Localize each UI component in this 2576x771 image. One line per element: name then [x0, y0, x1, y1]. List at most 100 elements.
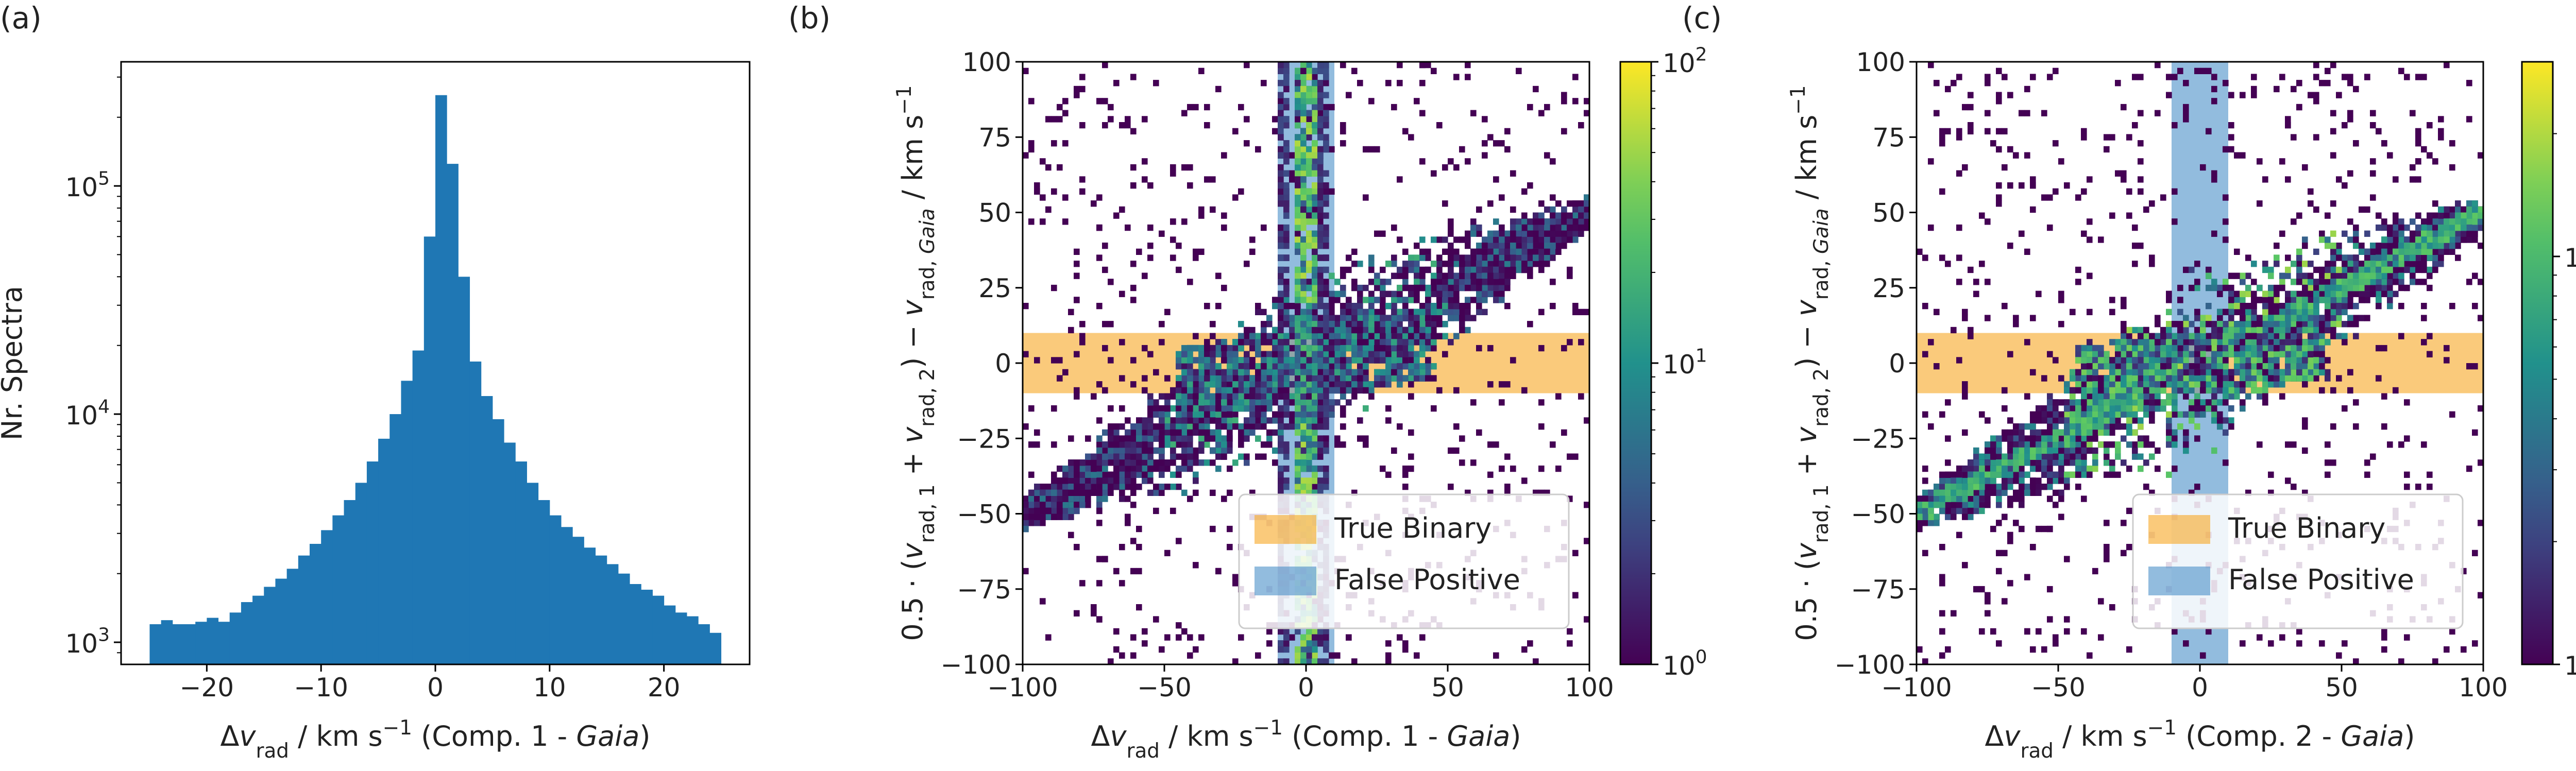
density-cell	[1142, 465, 1148, 472]
density-cell	[1425, 333, 1431, 339]
density-cell	[1204, 363, 1210, 370]
density-cell	[1567, 230, 1573, 237]
density-cell	[1584, 616, 1589, 623]
density-cell	[1459, 272, 1465, 279]
density-cell	[1578, 200, 1584, 207]
density-cell	[1340, 309, 1346, 315]
density-cell	[1380, 309, 1386, 315]
density-cell	[1368, 339, 1375, 346]
density-cell	[1561, 128, 1567, 134]
density-cell	[1329, 309, 1335, 315]
density-cell	[1408, 339, 1414, 346]
density-cell	[1499, 297, 1505, 303]
density-cell	[1476, 254, 1482, 261]
density-cell	[1402, 284, 1409, 292]
density-cell	[1238, 357, 1244, 364]
density-cell	[1130, 568, 1137, 575]
density-cell	[1181, 381, 1188, 388]
density-cell	[1272, 339, 1278, 346]
density-cell	[1306, 134, 1312, 141]
density-cell	[1289, 369, 1295, 375]
density-cell	[1142, 387, 1148, 394]
density-cell	[1533, 85, 1539, 93]
density-cell	[1340, 333, 1346, 339]
density-cell	[1300, 146, 1307, 153]
density-cell	[1210, 459, 1216, 466]
density-cell	[1210, 405, 1216, 412]
density-cell	[1113, 441, 1120, 448]
density-cell	[1119, 459, 1125, 466]
density-cell	[1510, 218, 1516, 225]
density-cell	[1147, 477, 1154, 484]
density-cell	[1510, 170, 1516, 177]
density-cell	[1238, 188, 1244, 195]
density-cell	[1329, 333, 1335, 339]
density-cell	[1402, 375, 1409, 382]
density-cell	[1476, 309, 1482, 315]
density-cell	[1227, 441, 1233, 448]
density-cell	[1068, 507, 1074, 515]
density-cell	[1034, 507, 1040, 515]
density-cell	[1091, 484, 1097, 490]
density-cell	[1198, 435, 1205, 442]
density-cell	[1261, 339, 1267, 346]
density-cell	[1476, 272, 1482, 279]
density-cell	[1255, 423, 1261, 430]
density-cell	[1329, 290, 1335, 297]
density-cell	[1346, 375, 1352, 382]
density-cell	[1102, 495, 1108, 502]
density-cell	[1312, 67, 1318, 74]
histogram-bar	[709, 632, 722, 664]
density-cell	[1402, 266, 1409, 273]
density-cell	[1215, 85, 1222, 93]
density-cell	[1170, 236, 1176, 243]
density-cell	[1136, 429, 1142, 436]
density-cell	[1306, 459, 1312, 466]
density-cell	[1476, 303, 1482, 310]
density-cell	[1159, 339, 1165, 346]
density-cell	[1436, 297, 1443, 303]
density-cell	[1238, 375, 1244, 382]
density-cell	[1255, 435, 1261, 442]
density-cell	[1153, 484, 1159, 490]
density-cell	[1198, 375, 1205, 382]
density-cell	[1210, 381, 1216, 388]
density-cell	[1584, 224, 1589, 231]
density-cell	[1187, 104, 1193, 111]
density-cell	[1368, 351, 1375, 357]
density-cell	[1374, 230, 1380, 237]
histogram-bar	[435, 95, 447, 664]
density-cell	[1176, 411, 1182, 418]
histogram-bar	[344, 500, 356, 664]
density-cell	[1125, 224, 1131, 231]
density-cell	[1147, 453, 1154, 460]
density-cell	[1283, 309, 1290, 315]
density-cell	[1130, 477, 1137, 484]
density-cell	[1351, 333, 1358, 339]
density-cell	[1550, 236, 1556, 243]
density-cell	[1295, 363, 1301, 370]
density-cell	[1102, 471, 1108, 478]
density-cell	[1351, 327, 1358, 334]
density-cell	[1283, 363, 1290, 370]
density-cell	[1482, 272, 1488, 279]
density-cell	[1210, 393, 1216, 400]
density-cell	[1028, 98, 1035, 105]
density-cell	[1221, 381, 1227, 388]
density-cell	[1181, 363, 1188, 370]
density-cell	[1363, 405, 1369, 412]
density-cell	[1584, 206, 1589, 213]
density-cell	[1227, 393, 1233, 400]
density-cell	[1210, 429, 1216, 436]
density-cell	[1176, 441, 1182, 448]
density-cell	[1584, 218, 1589, 225]
density-cell	[1261, 357, 1267, 364]
density-cell	[1062, 502, 1069, 508]
density-cell	[1210, 375, 1216, 382]
density-cell	[1272, 375, 1278, 382]
density-cell	[1453, 236, 1460, 243]
density-cell	[1164, 484, 1171, 490]
density-cell	[1340, 387, 1346, 394]
density-cell	[1051, 513, 1057, 520]
density-cell	[1453, 333, 1460, 339]
